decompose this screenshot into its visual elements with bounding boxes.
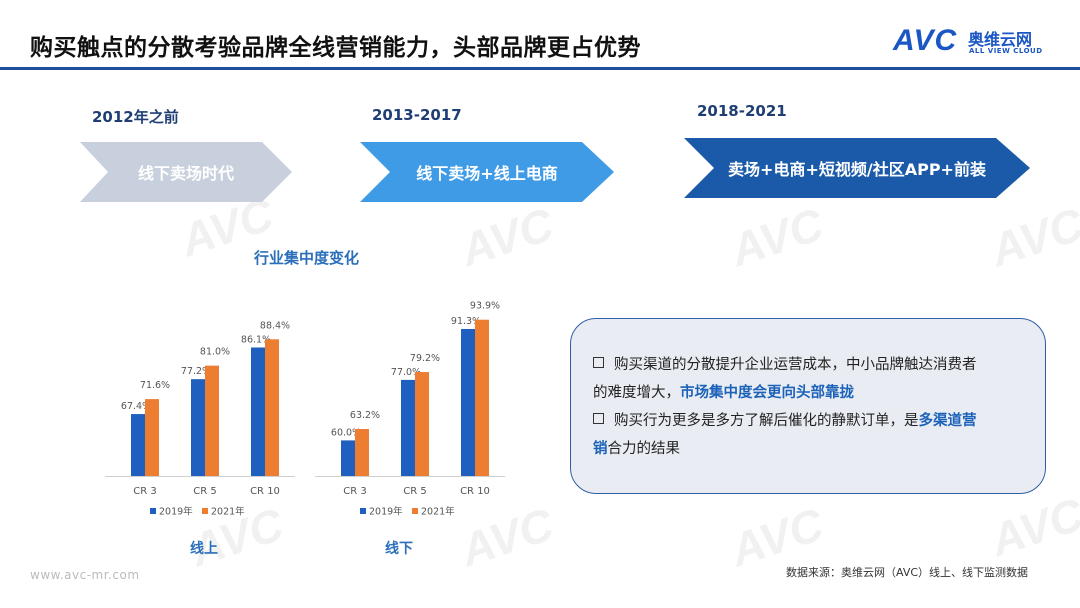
category-label: CR 3 [133, 486, 156, 497]
era-arrow-1-text: 线下卖场时代 [137, 164, 234, 183]
bar-2019年-CR 5 [191, 379, 205, 476]
bar-2021年-CR 10 [265, 339, 279, 476]
data-label: 77.2% [181, 366, 211, 377]
watermark: AVC [454, 197, 560, 277]
legend-label: 2019年 [159, 506, 193, 518]
data-label: 67.4% [121, 401, 151, 412]
chart-heading: 行业集中度变化 [254, 249, 360, 267]
bar-2019年-CR 10 [461, 328, 475, 476]
bar-2021年-CR 3 [145, 399, 159, 476]
era-arrow-1: 线下卖场时代 [80, 142, 292, 202]
arrow-shape [360, 142, 614, 202]
era-arrow-2: 线下卖场+线上电商 [360, 142, 614, 202]
logo-mark: AVC [893, 24, 958, 57]
era-arrow-3-text: 卖场+电商+短视频/社区APP+前装 [728, 160, 986, 179]
insight-bullet-2: 购买行为更多是多方了解后催化的静默订单，是多渠道营 销合力的结果 [593, 407, 1023, 463]
checkbox-bullet-icon [593, 413, 604, 424]
data-label: 88.4% [260, 320, 290, 331]
bar-2021年-CR 5 [205, 365, 219, 476]
data-label: 93.9% [470, 301, 500, 312]
bar-2019年-CR 5 [401, 379, 415, 476]
legend-swatch [202, 508, 208, 514]
arrow-shape [80, 142, 292, 202]
title-divider [0, 67, 1080, 70]
category-label: CR 10 [460, 486, 490, 497]
bullet-2-highlight-1: 多渠道营 [918, 413, 977, 429]
logo-chinese-name: 奥维云网 [968, 30, 1033, 49]
data-label: 81.0% [200, 347, 230, 358]
data-label: 79.2% [410, 353, 440, 364]
insight-callout: 购买渠道的分散提升企业运营成本，中小品牌触达消费者 的难度增大，市场集中度会更向… [570, 318, 1046, 494]
legend-label: 2021年 [421, 506, 455, 518]
watermark: AVC [724, 197, 830, 277]
era-label-2: 2013-2017 [372, 106, 462, 124]
category-label: CR 10 [250, 486, 280, 497]
bullet-2-text-b: 合力的结果 [607, 441, 681, 457]
watermark: AVC [984, 197, 1080, 277]
data-label: 60.0% [331, 427, 361, 438]
category-label: CR 5 [193, 486, 216, 497]
chart-offline: 60.0% 63.2% CR 3 77.0% 79.2% CR 5 91.3% 93.9% CR… [315, 301, 505, 518]
logo-english-name: ALL VIEW CLOUD [969, 47, 1043, 55]
bullet-2-text-a: 购买行为更多是多方了解后催化的静默订单，是 [614, 413, 919, 429]
era-arrow-3: 卖场+电商+短视频/社区APP+前装 [684, 138, 1030, 198]
bar-2021年-CR 10 [475, 319, 489, 476]
bullet-2-highlight-2: 销 [593, 441, 608, 457]
arrow-shape [684, 138, 1030, 198]
chart-online-caption: 线上 [190, 541, 218, 557]
data-source-note: 数据来源：奥维云网（AVC）线上、线下监测数据 [786, 566, 1029, 579]
bar-2019年-CR 3 [341, 440, 355, 476]
data-label: 91.3% [451, 316, 481, 327]
data-label: 77.0% [391, 367, 421, 378]
legend-swatch [412, 508, 418, 514]
bar-2019年-CR 10 [251, 347, 265, 476]
data-label: 71.6% [140, 380, 170, 391]
avc-logo: AVC 奥维云网 ALL VIEW CLOUD [893, 24, 1063, 60]
bar-2019年-CR 3 [131, 414, 145, 476]
data-label: 63.2% [350, 410, 380, 421]
bar-2021年-CR 5 [415, 372, 429, 476]
bullet-1-text-a: 购买渠道的分散提升企业运营成本，中小品牌触达消费者 [614, 357, 977, 373]
legend-swatch [150, 508, 156, 514]
era-arrow-2-text: 线下卖场+线上电商 [416, 164, 558, 183]
bullet-1-text-b: 的难度增大， [593, 385, 680, 401]
category-label: CR 3 [343, 486, 366, 497]
watermark: AVC [984, 487, 1080, 567]
era-label-1: 2012年之前 [92, 108, 179, 126]
legend-swatch [360, 508, 366, 514]
chart-online: 67.4% 71.6% CR 3 77.2% 81.0% CR 5 86.1% 88.4% CR… [105, 320, 295, 518]
bullet-1-highlight: 市场集中度会更向头部靠拢 [680, 385, 854, 401]
footer-url: www.avc-mr.com [30, 568, 140, 582]
legend-label: 2021年 [211, 506, 245, 518]
page-title: 购买触点的分散考验品牌全线营销能力，头部品牌更占优势 [30, 35, 641, 61]
checkbox-bullet-icon [593, 357, 604, 368]
data-label: 86.1% [241, 334, 271, 345]
insight-bullet-1: 购买渠道的分散提升企业运营成本，中小品牌触达消费者 的难度增大，市场集中度会更向… [593, 351, 1023, 407]
category-label: CR 5 [403, 486, 426, 497]
bar-2021年-CR 3 [355, 429, 369, 476]
chart-offline-caption: 线下 [385, 541, 413, 557]
legend-label: 2019年 [369, 506, 403, 518]
era-label-3: 2018-2021 [697, 102, 787, 120]
